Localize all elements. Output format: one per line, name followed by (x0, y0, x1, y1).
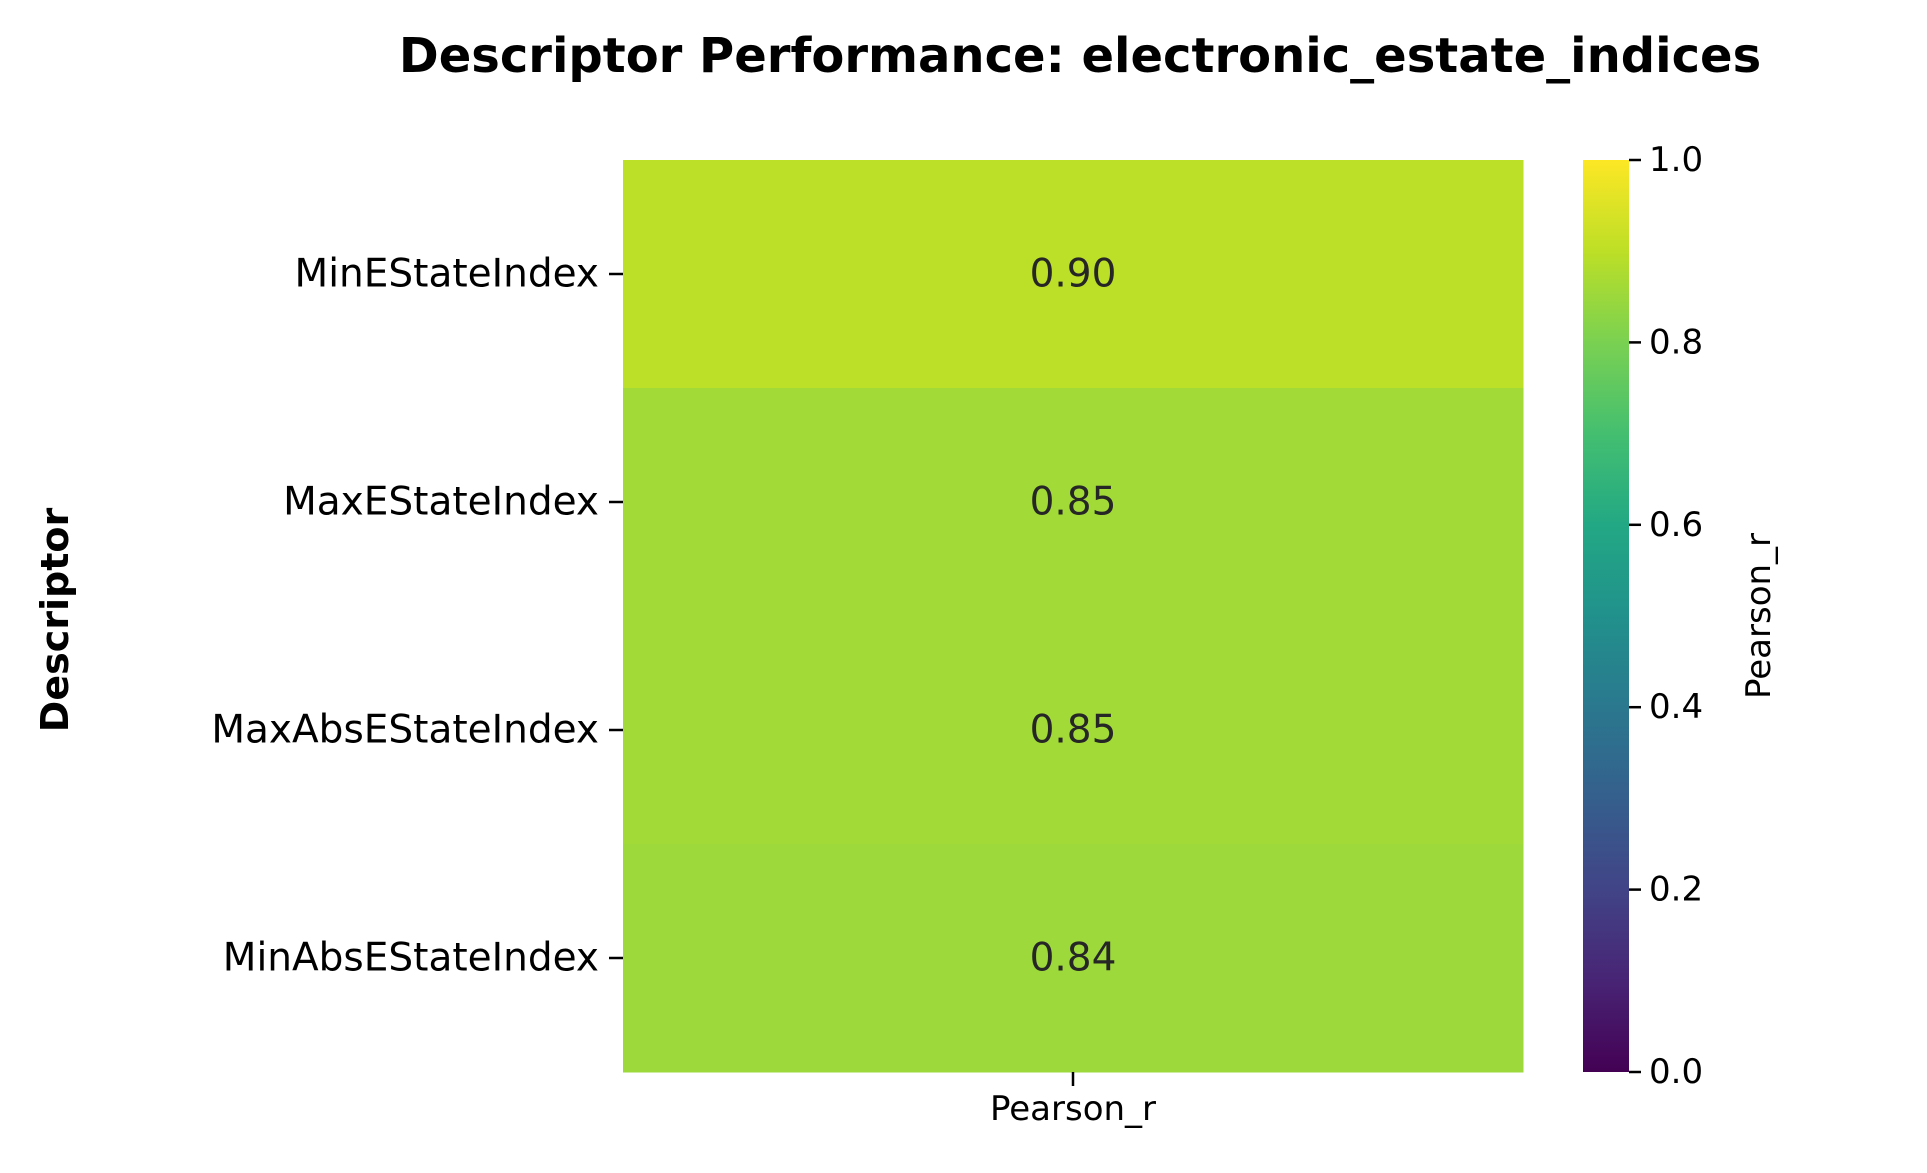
colorbar (1583, 160, 1629, 1072)
colorbar-tick-label: 0.6 (1649, 505, 1703, 545)
colorbar-tick-label: 0.0 (1649, 1052, 1703, 1092)
row-labels: MinEStateIndex MaxEStateIndex MaxAbsEState… (211, 252, 623, 981)
colorbar-label: Pearson_r (1739, 533, 1779, 699)
colorbar-ticks: 0.0 0.2 0.4 0.6 0.8 1.0 (1629, 140, 1703, 1092)
cell-value-label: 0.84 (1030, 936, 1117, 981)
cell-value-label: 0.90 (1030, 252, 1117, 297)
colorbar-tick-label: 0.4 (1649, 687, 1703, 727)
y-axis-label: Descriptor (33, 508, 77, 733)
x-tick-label: Pearson_r (990, 1089, 1156, 1129)
heatmap-cell-maxestateindex (623, 388, 1524, 617)
cell-value-label: 0.85 (1030, 708, 1117, 753)
heatmap-cells: 0.90 0.85 0.85 0.84 (623, 160, 1524, 1073)
colorbar-tick-label: 1.0 (1649, 140, 1703, 180)
colorbar-tick-label: 0.8 (1649, 322, 1703, 362)
row-label: MinEStateIndex (295, 252, 599, 297)
x-axis-ticks: Pearson_r (990, 1072, 1156, 1129)
colorbar-tick-label: 0.2 (1649, 870, 1703, 910)
heatmap-cell-minabsestateindex (623, 844, 1524, 1073)
row-label: MaxEStateIndex (283, 480, 599, 525)
row-label: MaxAbsEStateIndex (211, 708, 599, 753)
heatmap-cell-maxabsestateindex (623, 616, 1524, 845)
heatmap-cell-minestateindex (623, 160, 1524, 389)
row-label: MinAbsEStateIndex (223, 936, 599, 981)
colorbar-gradient (1583, 160, 1629, 1072)
cell-value-label: 0.85 (1030, 480, 1117, 525)
chart-title: Descriptor Performance: electronic_estat… (399, 28, 1761, 84)
